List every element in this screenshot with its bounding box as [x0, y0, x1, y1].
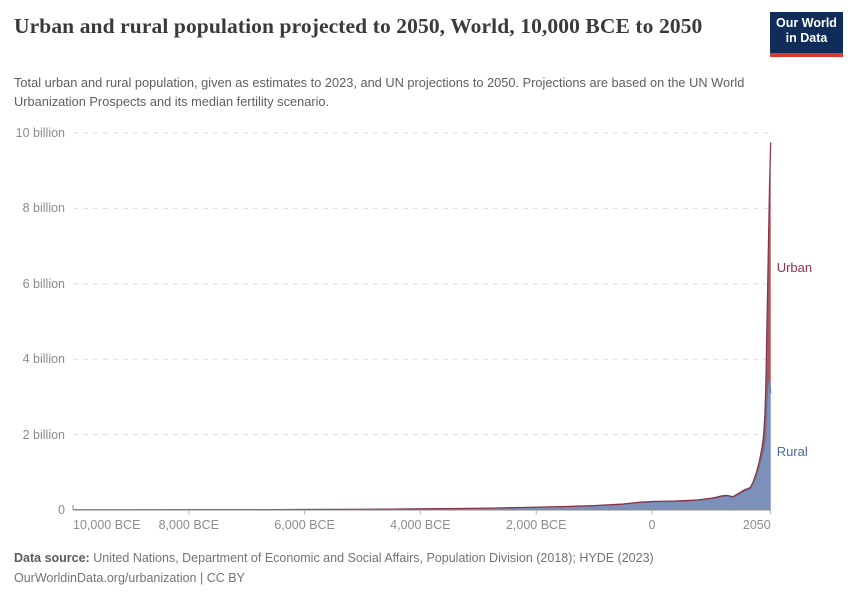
chart-area[interactable]: 0 2 billion 4 billion 6 billion 8 billion 10 …	[0, 120, 850, 540]
series-label-rural[interactable]: Rural	[776, 443, 808, 459]
plot-canvas[interactable]	[0, 120, 850, 540]
data-source-line: Data source: United Nations, Department …	[14, 548, 834, 568]
owid-logo-line2: in Data	[785, 31, 828, 45]
area-urban[interactable]	[73, 142, 771, 510]
y-axis-label: 4 billion	[22, 352, 65, 367]
line-urban	[73, 142, 772, 511]
chart-subtitle: Total urban and rural population, given …	[14, 75, 745, 109]
x-axis-label: 6,000 BCE	[274, 518, 335, 532]
license-line[interactable]: OurWorldinData.org/urbanization | CC BY	[14, 571, 245, 585]
x-axis-label: 2050	[742, 518, 771, 532]
owid-logo[interactable]: Our World in Data	[770, 12, 843, 57]
data-source-text: United Nations, Department of Economic a…	[93, 551, 654, 565]
x-axis-label: 0	[648, 518, 656, 532]
y-axis-label: 10 billion	[15, 126, 65, 140]
x-axis-label: 8,000 BCE	[158, 518, 220, 532]
x-axis-label: 4,000 BCE	[390, 518, 451, 532]
area-rural[interactable]	[73, 380, 771, 510]
x-axis-label: 10,000 BCE	[73, 518, 141, 532]
data-source-label: Data source:	[14, 551, 90, 565]
page-title: Urban and rural population projected to …	[14, 14, 703, 38]
y-axis-label: 8 billion	[22, 201, 65, 216]
y-axis-label: 0	[58, 503, 65, 517]
owid-logo-line1: Our World	[776, 16, 837, 30]
y-axis-label: 2 billion	[22, 427, 65, 442]
owid-logo-accent-bar	[770, 53, 843, 57]
series-label-urban[interactable]: Urban	[776, 259, 813, 275]
x-axis-label: 2,000 BCE	[505, 518, 567, 532]
y-axis-label: 6 billion	[22, 276, 65, 291]
chart-footer: Data source: United Nations, Department …	[14, 548, 834, 588]
line-rural	[73, 379, 772, 511]
